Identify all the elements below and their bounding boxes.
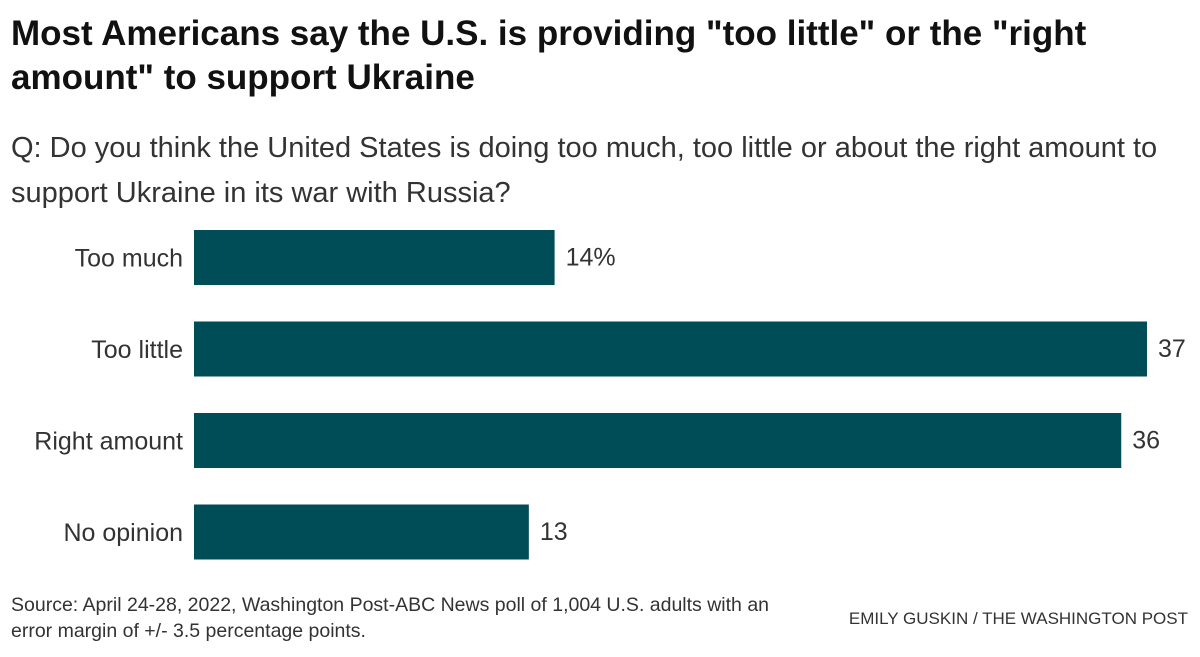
bar	[194, 413, 1122, 468]
category-label: Too little	[91, 336, 183, 364]
source-note: Source: April 24-28, 2022, Washington Po…	[11, 594, 770, 642]
bar	[194, 230, 555, 285]
value-label: 37	[1158, 335, 1186, 363]
category-label: Too much	[75, 245, 183, 273]
credit-line: EMILY GUSKIN / THE WASHINGTON POST	[848, 609, 1188, 628]
value-label: 36	[1132, 427, 1160, 455]
chart-question: Q: Do you think the United States is doi…	[11, 132, 1158, 209]
value-label: 14%	[566, 244, 616, 272]
category-label: Right amount	[34, 428, 183, 456]
bar	[194, 321, 1147, 377]
category-label: No opinion	[63, 519, 183, 547]
bar	[194, 504, 529, 560]
chart-title: Most Americans say the U.S. is providing…	[11, 14, 1087, 97]
value-label: 13	[540, 518, 568, 546]
bar-chart: Too much 14% Too little 37 Right amount 36 No …	[34, 230, 1186, 560]
